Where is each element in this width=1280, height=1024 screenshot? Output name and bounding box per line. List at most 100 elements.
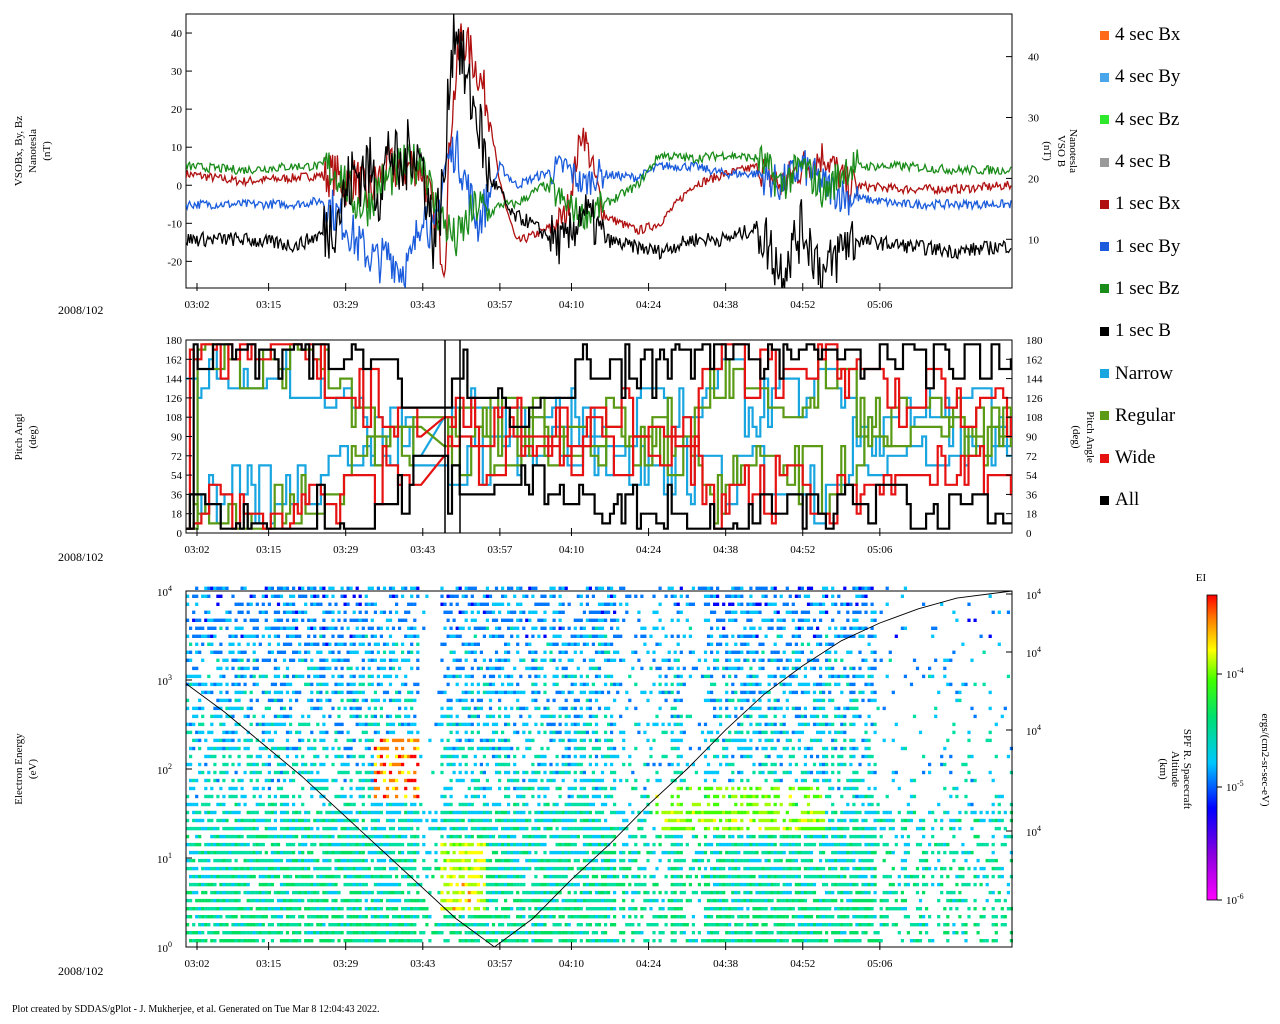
spec-cell <box>443 850 447 855</box>
spec-cell <box>610 722 614 727</box>
spec-cell <box>501 866 505 871</box>
spec-cell <box>289 642 293 646</box>
spec-cell <box>319 730 323 735</box>
spec-cell <box>267 907 271 911</box>
spec-cell <box>455 834 459 839</box>
spec-cell <box>352 915 356 919</box>
spec-cell <box>710 738 714 743</box>
spec-cell <box>210 826 214 831</box>
spec-cell <box>210 818 214 823</box>
spec-cell <box>455 818 459 823</box>
spec-cell <box>298 874 302 879</box>
spec-cell <box>485 610 489 614</box>
spec-cell <box>522 850 526 855</box>
spec-cell <box>604 794 608 799</box>
spec-cell <box>537 834 541 839</box>
spec-cell <box>661 626 665 630</box>
spec-cell <box>673 722 677 727</box>
spec-cell <box>361 762 365 767</box>
spec-cell <box>361 931 365 935</box>
spec-cell <box>234 730 238 735</box>
spec-cell <box>298 730 302 735</box>
spec-cell <box>540 810 544 815</box>
spec-cell <box>467 907 471 911</box>
spec-cell <box>516 810 520 815</box>
spec-cell <box>192 714 196 719</box>
spec-cell <box>407 818 411 823</box>
spec-cell <box>452 746 456 751</box>
spec-cell <box>537 690 541 695</box>
spec-cell <box>282 682 287 687</box>
spec-cell <box>298 939 302 943</box>
spec-cell <box>307 770 311 775</box>
spec-cell <box>470 610 474 614</box>
spec-cell <box>240 850 244 855</box>
spec-cell <box>331 658 335 662</box>
spec-cell <box>234 890 238 895</box>
spec-cell <box>691 866 695 871</box>
spec-cell <box>561 778 565 783</box>
spec-cell <box>267 698 271 703</box>
spec-cell <box>264 706 268 711</box>
spec-cell <box>267 802 271 807</box>
spec-cell <box>588 890 592 895</box>
spec-cell <box>607 794 611 799</box>
spec-cell <box>189 842 193 847</box>
spec-cell <box>528 818 532 823</box>
spec-cell <box>473 586 477 590</box>
mag-ylabel-left-3: (nT) <box>41 141 53 161</box>
spec-cell <box>219 746 223 751</box>
spec-cell <box>255 762 259 767</box>
spec-cell <box>186 858 190 863</box>
spec-cell <box>249 738 253 743</box>
spec-cell <box>552 818 556 823</box>
spec-cell <box>404 802 408 807</box>
x-tick-label: 04:38 <box>713 299 739 311</box>
spec-cell <box>331 618 335 622</box>
spec-cell <box>498 690 502 695</box>
spec-cell <box>189 939 193 943</box>
spec-cell <box>543 706 547 711</box>
spec-cell <box>706 786 711 791</box>
spec-cell <box>310 602 314 606</box>
spec-cell <box>673 658 677 662</box>
spec-cell <box>604 786 608 791</box>
spec-cell <box>691 834 695 839</box>
spec-cell <box>573 882 577 887</box>
spec-cell <box>328 939 332 943</box>
spec-cell <box>619 586 623 590</box>
x-tick-label: 03:15 <box>256 299 282 311</box>
spec-cell <box>304 874 308 879</box>
spec-cell <box>301 915 305 919</box>
spec-cell <box>189 850 193 855</box>
spec-cell <box>391 778 396 783</box>
spec-cell <box>404 714 408 719</box>
spec-cell <box>292 634 296 638</box>
spec-cell <box>231 778 235 783</box>
spec-cell <box>279 834 284 839</box>
spec-cell <box>337 770 341 775</box>
spec-cell <box>295 890 299 895</box>
spec-cell <box>273 834 277 839</box>
spec-cell <box>325 754 329 759</box>
spec-cell <box>201 931 205 935</box>
spec-cell <box>289 923 293 927</box>
spec-cell <box>652 898 656 903</box>
spec-cell <box>467 874 471 879</box>
spec-cell <box>543 658 547 662</box>
spec-cell <box>558 650 562 654</box>
spec-cell <box>534 850 538 855</box>
spec-cell <box>319 706 323 711</box>
spec-cell <box>555 610 559 614</box>
spec-cell <box>264 866 268 871</box>
spec-cell <box>719 898 723 903</box>
spec-cell <box>388 674 393 679</box>
spec-cell <box>616 826 620 831</box>
spec-cell <box>210 907 214 911</box>
spec-cell <box>549 939 553 943</box>
spec-cell <box>189 898 193 903</box>
spec-cell <box>482 770 486 775</box>
spec-cell <box>552 594 556 598</box>
spec-cell <box>682 682 686 687</box>
spec-cell <box>570 786 574 791</box>
